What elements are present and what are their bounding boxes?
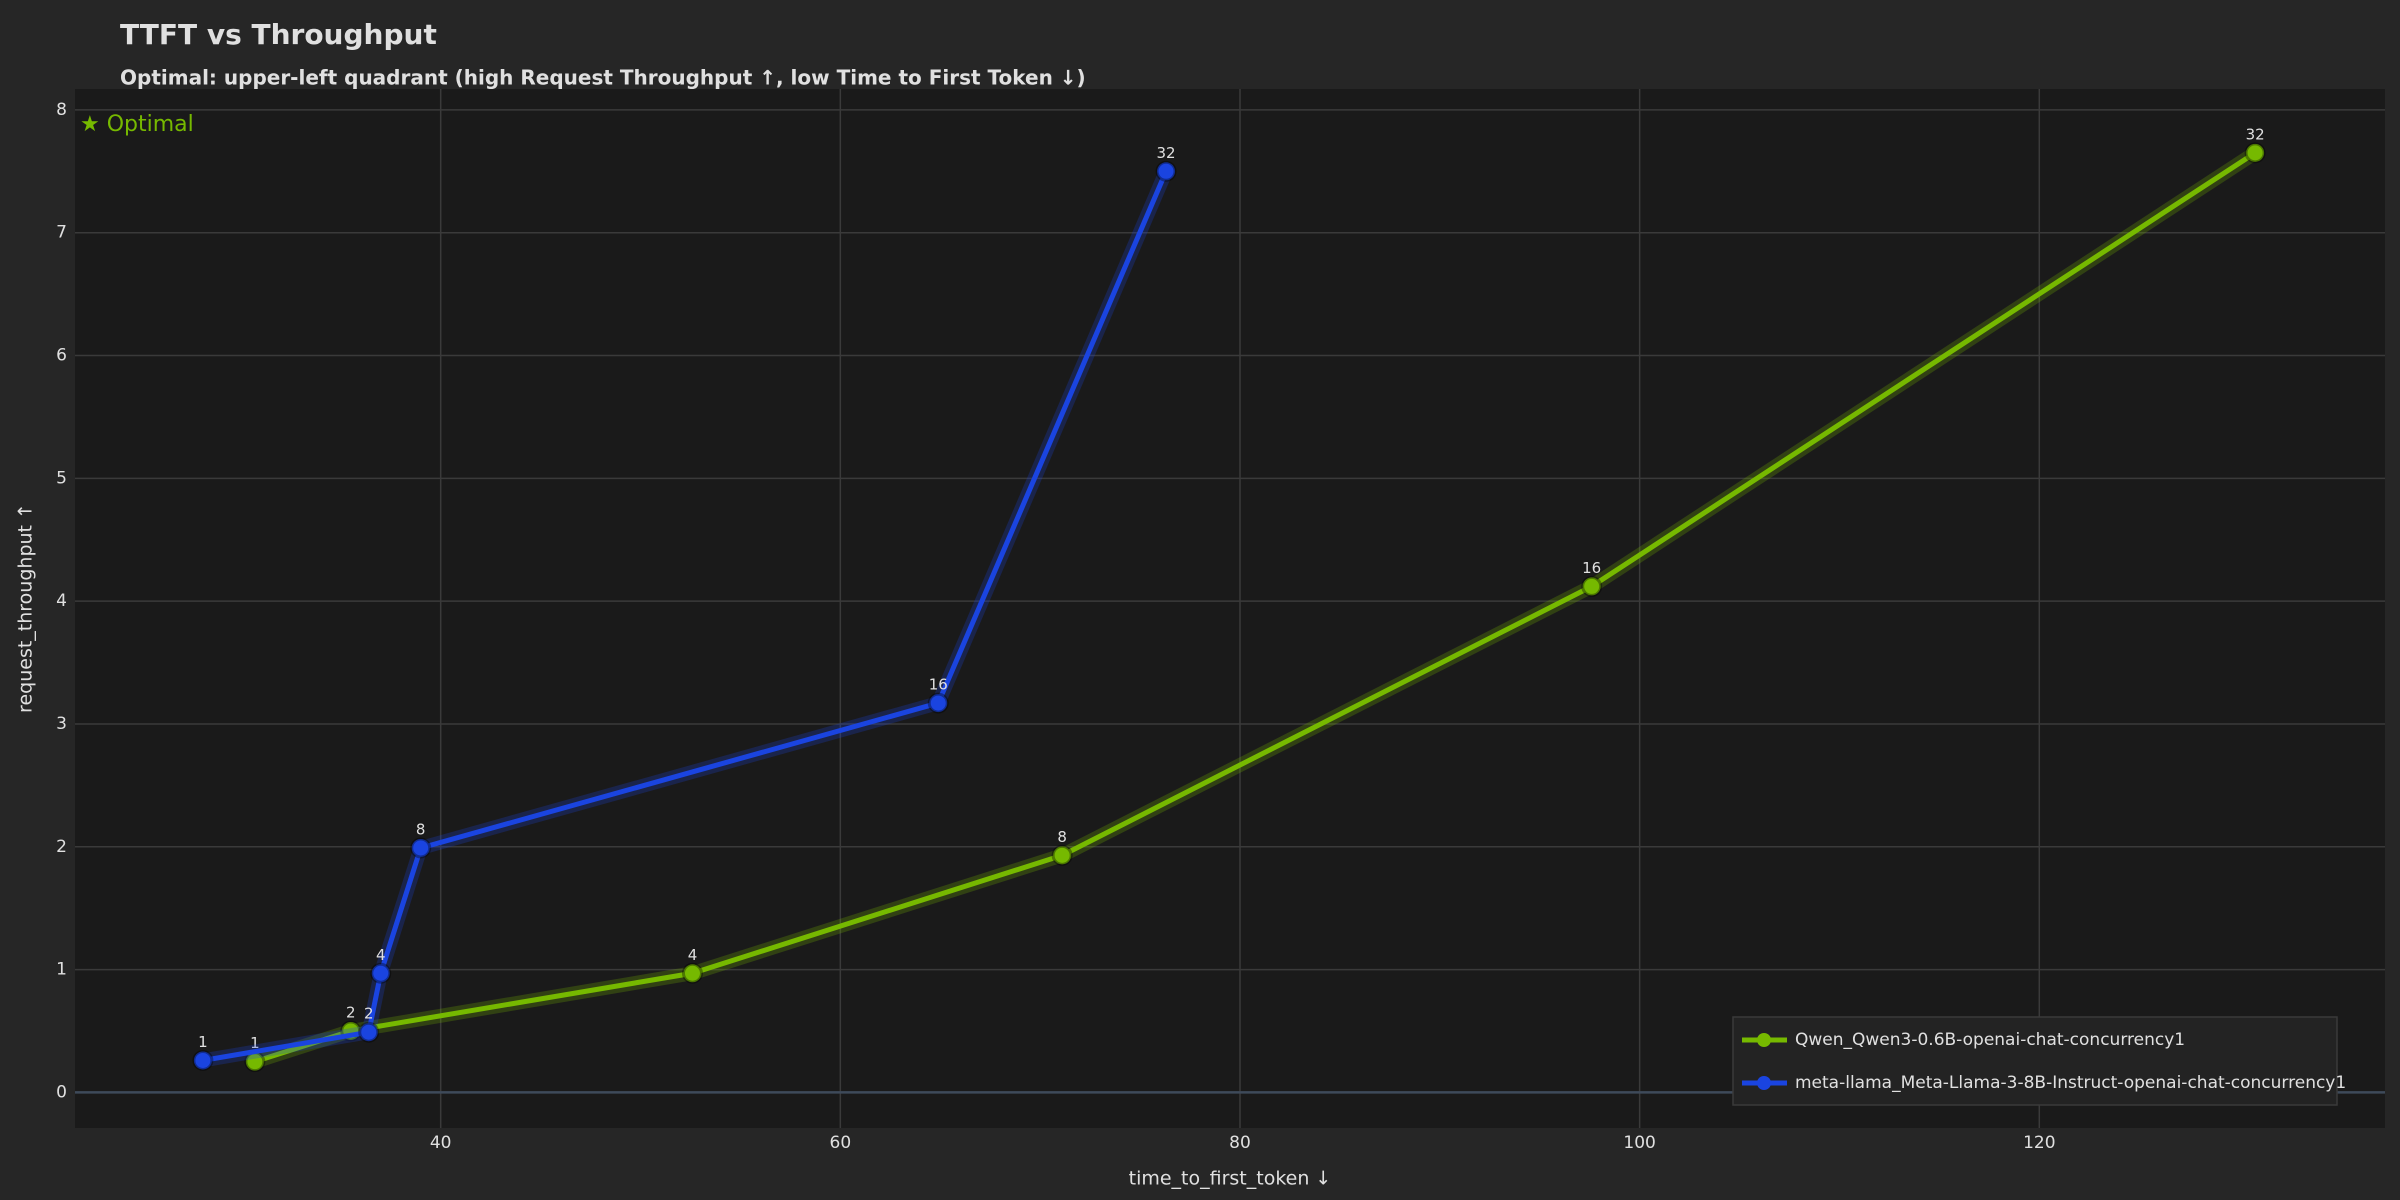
point-label: 1 (198, 1033, 208, 1051)
point (2244, 142, 2266, 164)
point-label: 16 (1582, 559, 1601, 577)
y-tick-label: 3 (56, 714, 67, 734)
point-label: 16 (929, 676, 948, 694)
point-label: 2 (364, 1005, 374, 1023)
legend-marker (1757, 1033, 1771, 1047)
series-line (202, 170, 1169, 1063)
point-label: 1 (250, 1034, 260, 1052)
point-label: 8 (1057, 828, 1067, 846)
legend-marker (1757, 1076, 1771, 1090)
point-label: 4 (688, 946, 698, 964)
point-label: 4 (376, 946, 386, 964)
chart-title: TTFT vs Throughput (120, 18, 437, 51)
x-tick-label: 120 (2023, 1133, 2055, 1153)
y-tick-label: 0 (56, 1082, 67, 1102)
point (370, 962, 392, 984)
y-tick-label: 6 (56, 346, 67, 366)
point (927, 692, 949, 714)
point-label: 8 (416, 820, 426, 838)
annotation: ★ Optimal (80, 112, 194, 137)
y-tick-label: 1 (56, 960, 67, 980)
point-label: 32 (1157, 144, 1176, 162)
legend-box (1732, 1016, 2338, 1106)
x-tick-label: 100 (1623, 1133, 1655, 1153)
plot-area (75, 89, 2385, 1128)
point-label: 32 (2246, 125, 2265, 143)
point-label: 2 (346, 1003, 356, 1021)
y-tick-label: 4 (56, 591, 67, 611)
point (192, 1049, 214, 1071)
point (410, 837, 432, 859)
legend-label: meta-llama_Meta-Llama-3-8B-Instruct-open… (1795, 1073, 2346, 1093)
y-axis-label: request_throughput ↑ (15, 503, 37, 713)
legend-label: Qwen_Qwen3-0.6B-openai-chat-concurrency1 (1795, 1030, 2185, 1050)
x-tick-label: 80 (1229, 1133, 1251, 1153)
point (1581, 575, 1603, 597)
y-tick-label: 8 (56, 100, 67, 120)
y-tick-label: 2 (56, 837, 67, 857)
point (1155, 160, 1177, 182)
y-tick-label: 7 (56, 223, 67, 243)
y-tick-label: 5 (56, 468, 67, 488)
x-axis-label: time_to_first_token ↓ (1129, 1168, 1332, 1190)
point (1051, 844, 1073, 866)
point (681, 962, 703, 984)
chart-subtitle: Optimal: upper-left quadrant (high Reque… (120, 66, 1086, 90)
x-tick-label: 40 (430, 1133, 452, 1153)
x-tick-label: 60 (830, 1133, 852, 1153)
point (358, 1021, 380, 1043)
